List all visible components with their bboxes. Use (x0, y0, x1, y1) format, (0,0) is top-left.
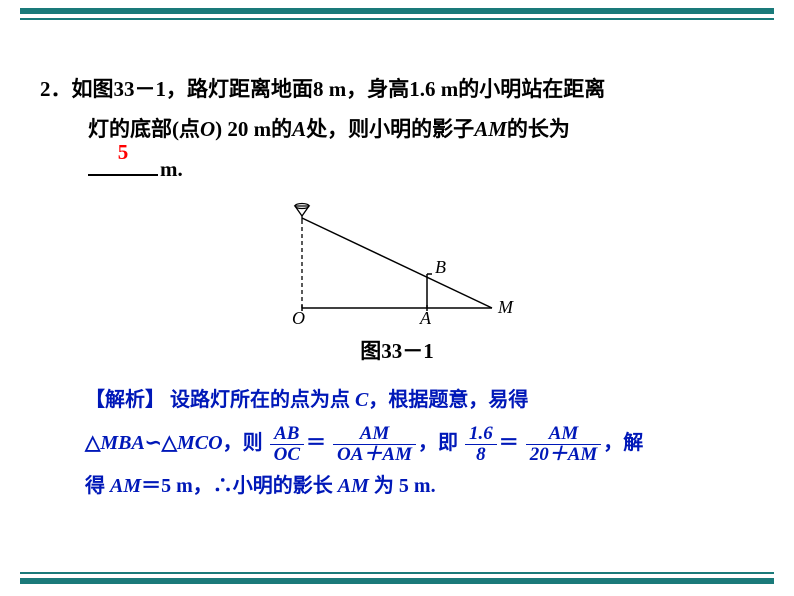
frac-16-8: 1.6 8 (465, 424, 497, 465)
top-rule (20, 8, 774, 22)
sol-AM2: AM (338, 475, 369, 497)
tri-MCO: MCO (177, 432, 223, 454)
frac-AM-20AM: AM 20＋AM (526, 424, 602, 465)
unit-m: m. (160, 157, 183, 181)
content-area: 2．如图33－1，路灯距离地面8 m，身高1.6 m的小明站在距离 灯的底部(点… (40, 70, 754, 508)
sol-s3e: 为 5 m. (369, 475, 436, 497)
sol-pointC: C (355, 389, 368, 411)
tri2: △ (162, 432, 177, 454)
eq-sign1: ＝ (306, 432, 326, 454)
sol-ie: ，即 (418, 432, 458, 454)
top-rule-thick (20, 8, 774, 14)
label-A: A (419, 308, 432, 328)
den-8: 8 (465, 444, 497, 465)
point-A: A (292, 117, 306, 141)
answer-value: 5 (88, 133, 158, 173)
den-20AM: 20＋AM (526, 444, 602, 465)
problem-line1: 如图33－1，路灯距离地面8 m，身高1.6 m的小明站在距离 (72, 77, 606, 101)
solution-label: 【解析】 (85, 389, 165, 411)
frac-AB-OC: AB OC (270, 424, 304, 465)
num-AM1: AM (333, 424, 416, 444)
label-O: O (292, 308, 305, 328)
label-M: M (497, 297, 514, 317)
num-AB: AB (270, 424, 304, 444)
sol-s1c: ，根据题意，易得 (368, 389, 528, 411)
problem-number: 2． (40, 77, 72, 101)
sol-AM1: AM (110, 475, 141, 497)
solution-block: 【解析】 设路灯所在的点为点 C，根据题意，易得 △MBA∽△MCO，则 AB … (40, 379, 754, 508)
den-OAAM: OA＋AM (333, 444, 416, 465)
bottom-rule (20, 572, 774, 586)
bottom-rule-thick (20, 578, 774, 584)
frac-AM-OAAM: AM OA＋AM (333, 424, 416, 465)
problem-text: 2．如图33－1，路灯距离地面8 m，身高1.6 m的小明站在距离 灯的底部(点… (40, 70, 754, 190)
sol-s3a: 得 (85, 475, 110, 497)
problem-line2c: 处，则小明的影子 (306, 117, 474, 141)
sol-solve: ，解 (603, 432, 643, 454)
figure-wrap: O A B M 图33－1 (40, 198, 754, 365)
segment-AM: AM (474, 117, 507, 141)
sol-s3c: ＝5 m，∴小明的影长 (141, 475, 338, 497)
tri-MBA: MBA (100, 432, 144, 454)
answer-blank: 5 (88, 174, 158, 176)
problem-line2d: 的长为 (507, 117, 570, 141)
point-O: O (200, 117, 215, 141)
hypotenuse (302, 218, 492, 308)
top-rule-thin (20, 18, 774, 20)
problem-line2b: ) 20 m的 (215, 117, 292, 141)
bottom-rule-thin (20, 572, 774, 574)
num-16: 1.6 (465, 424, 497, 444)
tri1: △ (85, 432, 100, 454)
similar-sign: ∽ (145, 432, 162, 454)
label-B: B (435, 257, 446, 277)
eq-sign2: ＝ (499, 432, 519, 454)
sol-then: ，则 (223, 432, 263, 454)
figure-caption: 图33－1 (40, 335, 754, 365)
sol-s1a: 设路灯所在的点为点 (170, 389, 355, 411)
num-AM2: AM (526, 424, 602, 444)
geometry-figure: O A B M (262, 198, 532, 328)
den-OC: OC (270, 444, 304, 465)
